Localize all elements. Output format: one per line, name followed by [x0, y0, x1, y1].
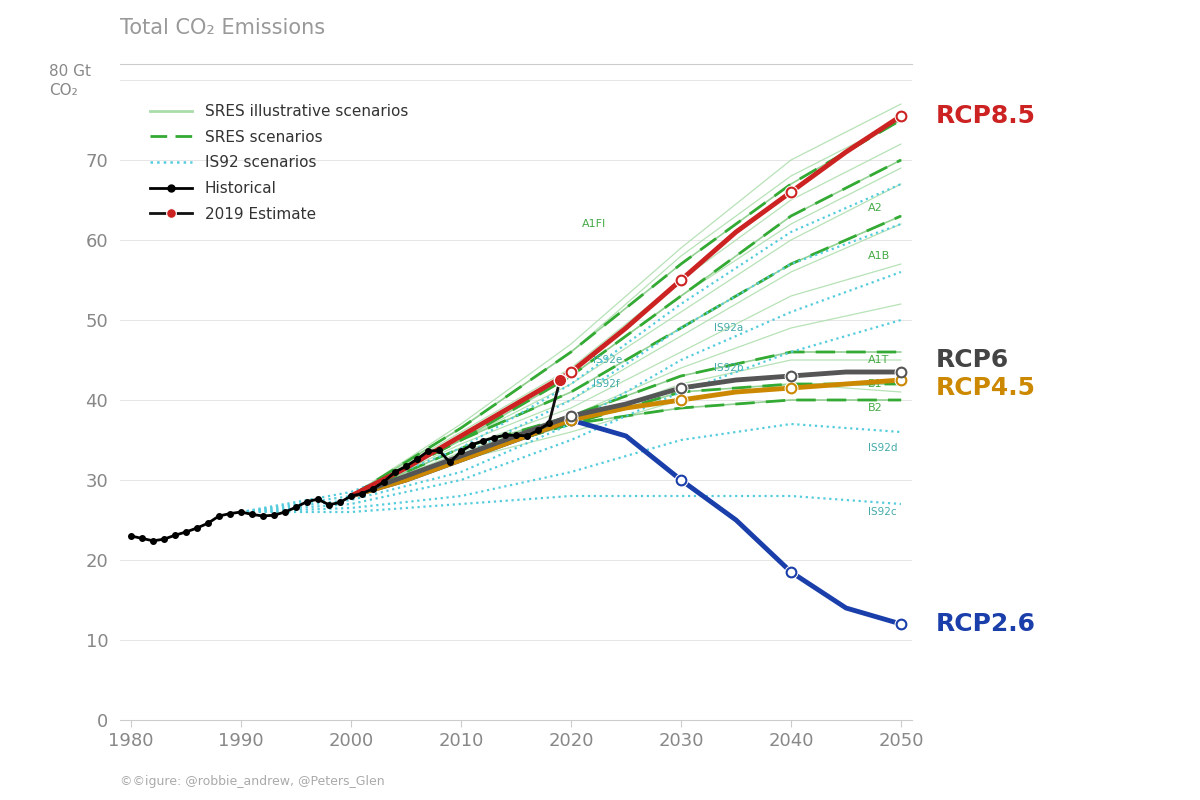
- Text: ©©igure: @robbie_andrew, @Peters_Glen: ©©igure: @robbie_andrew, @Peters_Glen: [120, 775, 385, 788]
- Text: A1B: A1B: [868, 251, 890, 261]
- Text: RCP8.5: RCP8.5: [936, 104, 1036, 128]
- Text: A1FI: A1FI: [582, 219, 606, 229]
- Text: IS92b: IS92b: [714, 363, 744, 373]
- Text: A2: A2: [868, 203, 883, 213]
- Text: RCP6: RCP6: [936, 348, 1009, 372]
- Text: B1: B1: [868, 379, 883, 389]
- Text: B2: B2: [868, 403, 883, 413]
- Text: IS92e: IS92e: [593, 355, 623, 365]
- Text: Total CO₂ Emissions: Total CO₂ Emissions: [120, 18, 325, 38]
- Legend: SRES illustrative scenarios, SRES scenarios, IS92 scenarios, Historical, 2019 Es: SRES illustrative scenarios, SRES scenar…: [144, 98, 414, 228]
- Text: RCP2.6: RCP2.6: [936, 612, 1036, 636]
- Text: 80 Gt
CO₂: 80 Gt CO₂: [49, 64, 91, 98]
- Text: A1T: A1T: [868, 355, 889, 365]
- Text: RCP4.5: RCP4.5: [936, 376, 1036, 400]
- Text: IS92f: IS92f: [593, 379, 619, 389]
- Text: IS92d: IS92d: [868, 443, 898, 453]
- Text: IS92c: IS92c: [868, 507, 896, 517]
- Text: IS92a: IS92a: [714, 323, 743, 333]
